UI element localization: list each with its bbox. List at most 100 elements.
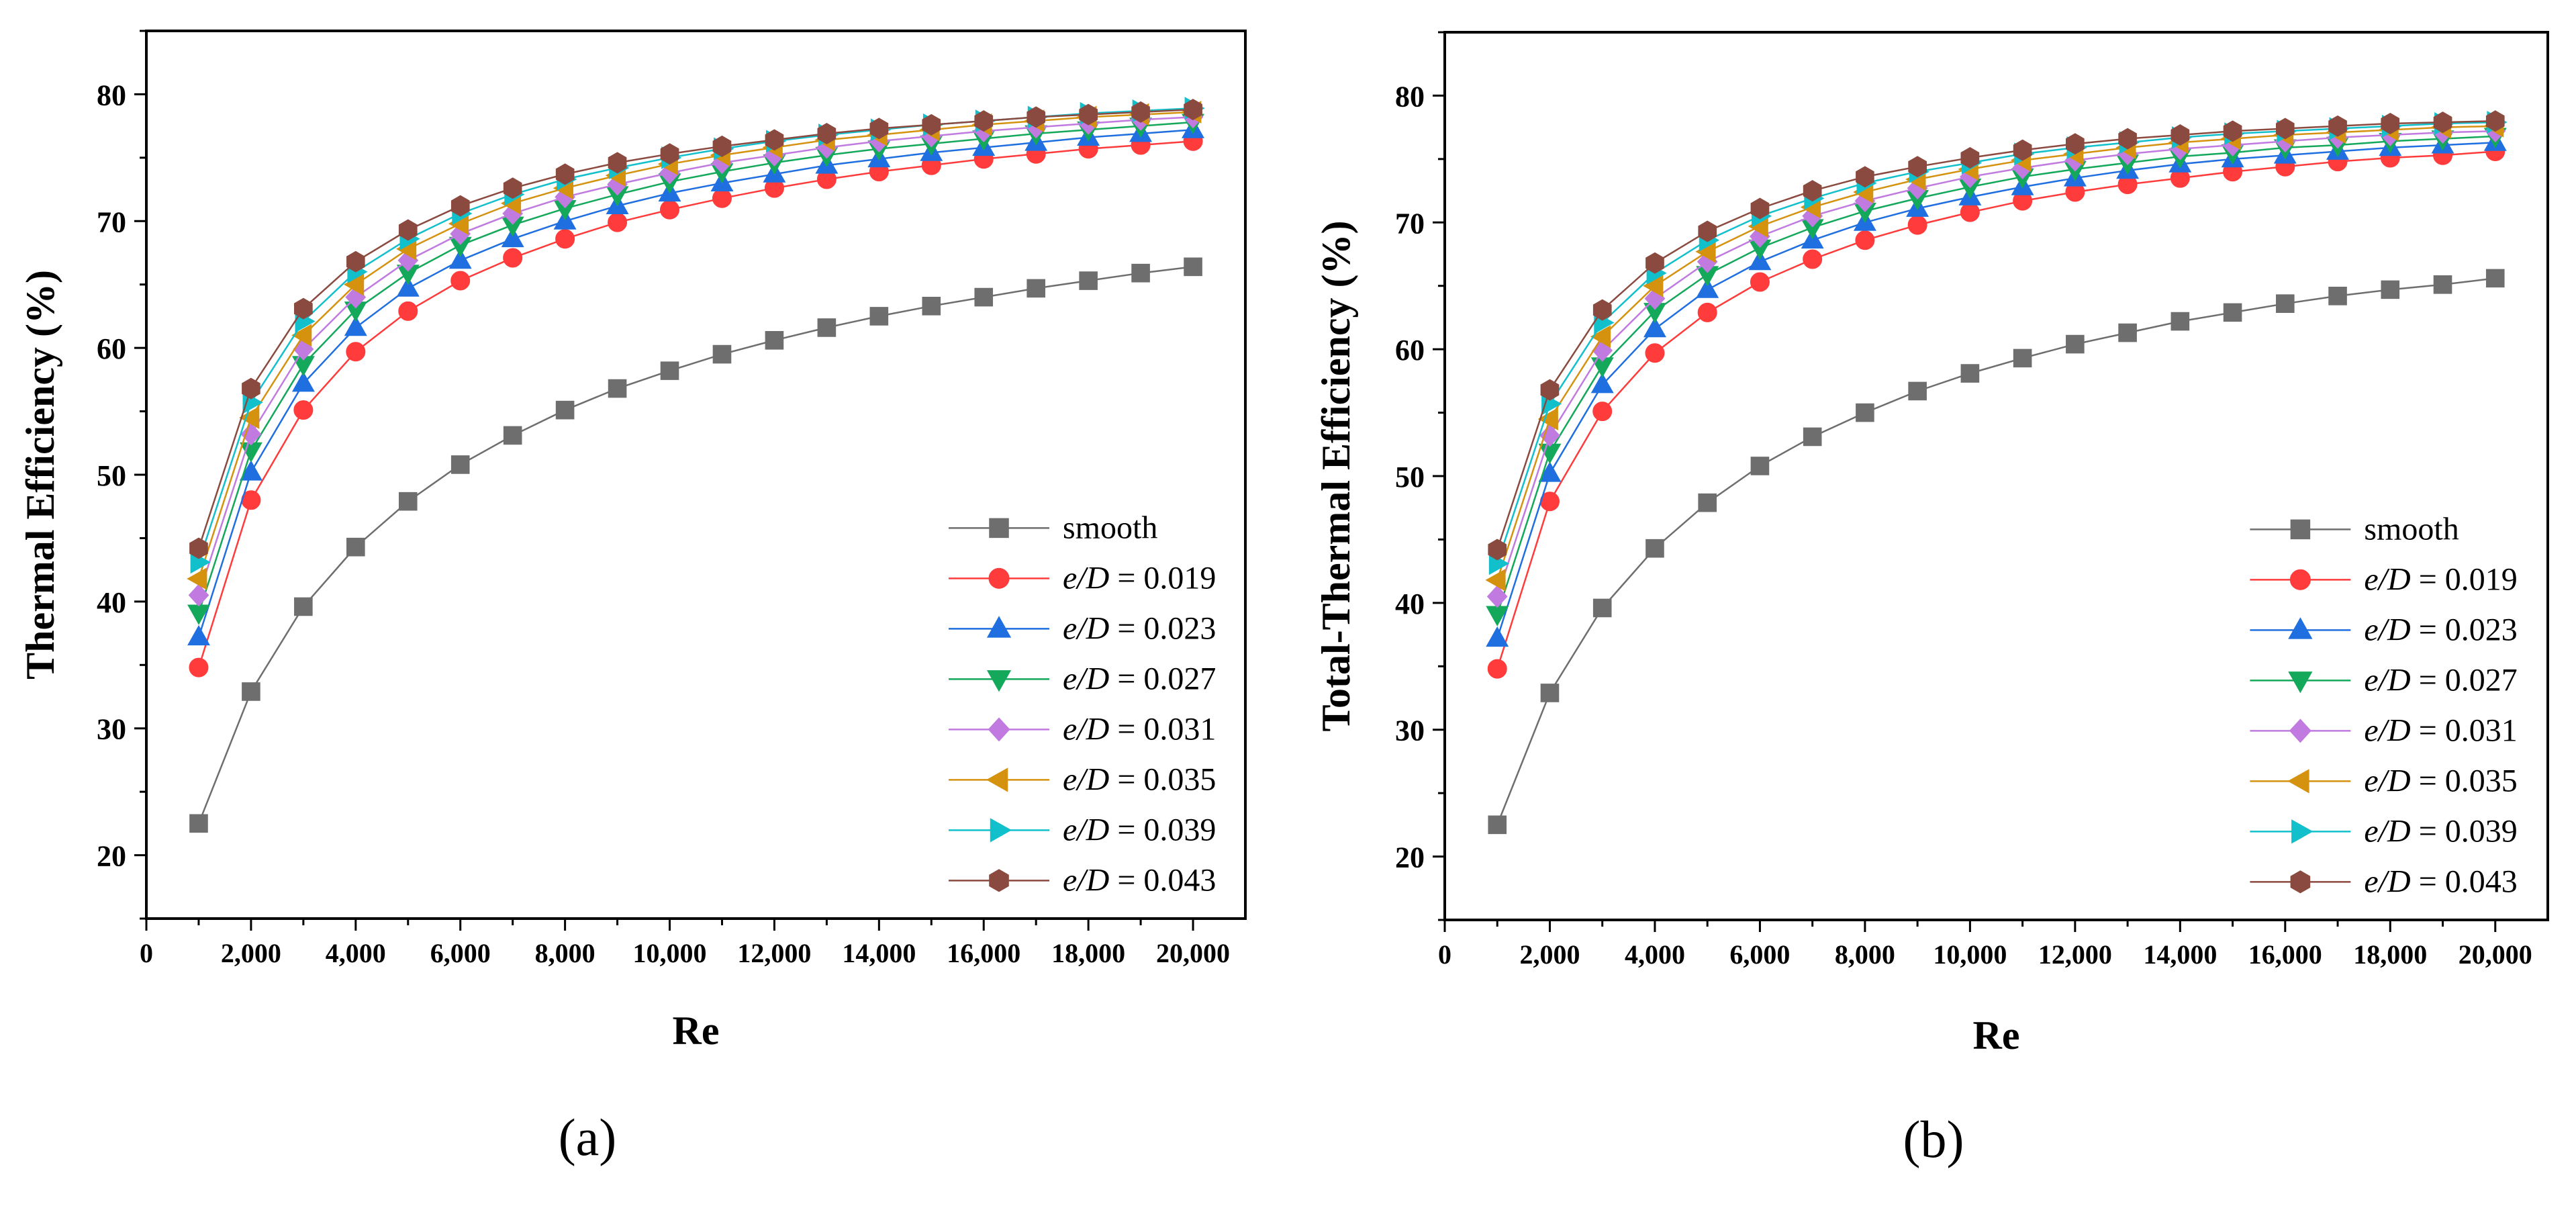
data-point — [1856, 403, 1874, 422]
data-point — [188, 584, 209, 607]
x-tick-label: 12,000 — [737, 938, 811, 968]
data-point — [503, 426, 522, 445]
data-point — [2485, 110, 2505, 132]
data-point — [1698, 493, 1717, 512]
legend-label: e/D = 0.019 — [2364, 561, 2517, 597]
legend-label: e/D = 0.027 — [2364, 662, 2517, 698]
legend-marker — [2289, 569, 2311, 590]
x-tick-label: 6,000 — [1729, 939, 1790, 970]
data-point — [187, 567, 207, 590]
data-point — [448, 248, 472, 269]
data-point — [1750, 272, 1770, 292]
data-point — [660, 361, 679, 380]
legend-marker — [2289, 718, 2311, 743]
data-point — [242, 682, 260, 701]
x-tick-label: 10,000 — [633, 938, 707, 968]
legend-label-value: = 0.031 — [2411, 712, 2518, 748]
data-point — [1487, 659, 1507, 679]
series-line — [197, 111, 1194, 579]
legend-label: e/D = 0.023 — [1063, 610, 1216, 646]
panel-caption: (a) — [559, 1108, 617, 1166]
data-point — [1643, 317, 1666, 338]
x-tick-label: 8,000 — [1835, 939, 1895, 970]
data-point — [1592, 299, 1612, 321]
legend-marker — [988, 717, 1010, 742]
legend-label-var: e/D — [2364, 662, 2410, 698]
data-point — [712, 135, 732, 157]
x-tick-label: 8,000 — [535, 938, 595, 968]
data-point — [1590, 325, 1611, 348]
legend-label: e/D = 0.027 — [1063, 661, 1216, 696]
data-point — [1592, 402, 1613, 422]
data-point — [1803, 427, 1822, 447]
data-point — [1908, 156, 1927, 178]
x-tick-label: 10,000 — [1933, 939, 2007, 970]
legend-label-var: e/D — [1063, 711, 1109, 747]
data-point — [712, 188, 732, 208]
y-tick-label: 40 — [1395, 588, 1425, 620]
data-point — [1645, 343, 1665, 363]
series-3 — [1486, 128, 2507, 626]
data-point — [2328, 287, 2347, 306]
data-point — [608, 379, 627, 398]
data-point — [1079, 103, 1098, 126]
data-point — [242, 377, 260, 400]
data-point — [1485, 568, 1506, 592]
data-point — [1592, 598, 1612, 618]
series-5 — [1485, 114, 2504, 592]
legend-label-value: = 0.043 — [2411, 864, 2518, 899]
y-tick-label: 80 — [1395, 80, 1425, 113]
x-tick-label: 0 — [140, 938, 153, 968]
legend-label: e/D = 0.043 — [1063, 862, 1216, 898]
data-point — [712, 344, 732, 364]
legend-marker — [2288, 671, 2313, 694]
data-point — [293, 400, 314, 420]
panel-caption: (b) — [1903, 1110, 1964, 1168]
data-point — [291, 371, 315, 392]
data-point — [1696, 277, 1719, 298]
data-point — [2013, 139, 2032, 161]
x-tick-label: 14,000 — [2143, 939, 2217, 970]
data-point — [2118, 128, 2137, 150]
data-point — [1539, 424, 1560, 447]
data-point — [1960, 202, 1980, 222]
data-point — [503, 248, 523, 268]
data-point — [1131, 101, 1150, 123]
data-point — [1645, 252, 1664, 274]
legend-label-var: e/D — [2364, 813, 2410, 849]
legend-marker — [986, 616, 1012, 638]
y-tick-label: 20 — [97, 840, 126, 873]
data-point — [2276, 294, 2295, 313]
data-point — [2433, 111, 2452, 134]
legend-label-value: = 0.019 — [1109, 560, 1216, 596]
data-point — [1908, 381, 1927, 401]
data-point — [555, 400, 575, 420]
series-0 — [1488, 269, 2505, 835]
series-1 — [189, 131, 1203, 678]
legend-label-value: = 0.043 — [1109, 862, 1216, 898]
legend-label-var: e/D — [1063, 610, 1109, 646]
data-point — [555, 163, 575, 185]
legend-label-var: e/D — [2364, 763, 2410, 798]
series-line — [197, 129, 1194, 638]
y-tick-label: 30 — [97, 713, 126, 746]
data-point — [1855, 230, 1875, 250]
data-point — [240, 422, 262, 446]
legend-label-var: e/D — [2364, 864, 2410, 899]
x-tick-label: 0 — [1438, 939, 1451, 970]
data-point — [1803, 180, 1822, 202]
data-point — [398, 219, 418, 241]
data-point — [1488, 815, 1507, 835]
data-point — [1027, 279, 1045, 298]
data-point — [817, 123, 837, 144]
y-axis-title: Total-Thermal Efficiency (%) — [1314, 221, 1358, 732]
x-tick-label: 18,000 — [1051, 938, 1125, 968]
legend-marker — [986, 767, 1008, 792]
data-point — [346, 537, 365, 557]
legend-label: e/D = 0.031 — [1063, 711, 1216, 747]
data-point — [765, 129, 784, 151]
data-point — [1540, 379, 1560, 401]
data-point — [294, 597, 313, 616]
legend-label-var: e/D — [1063, 812, 1109, 847]
